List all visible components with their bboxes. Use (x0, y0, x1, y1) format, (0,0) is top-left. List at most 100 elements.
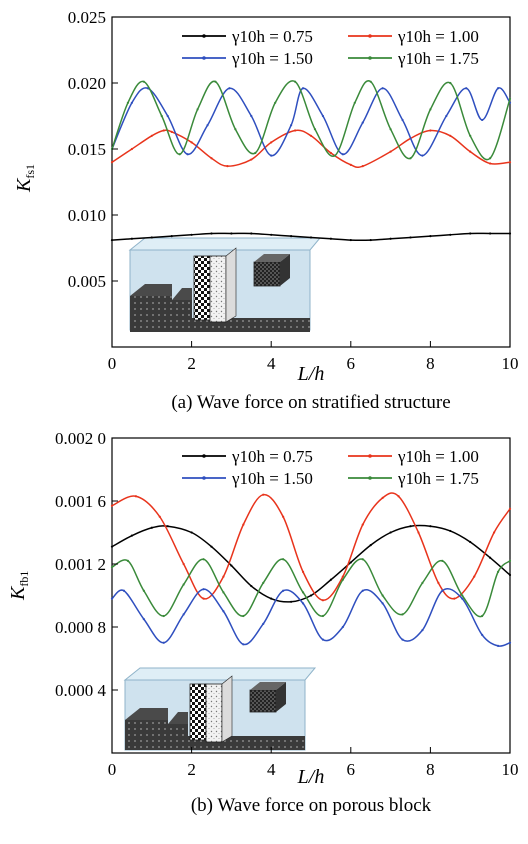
data-point (508, 97, 512, 100)
data-point (290, 235, 293, 238)
series-line (111, 492, 511, 601)
y-tick-label: 0.020 (68, 74, 106, 93)
data-point (437, 581, 440, 585)
legend-label: γ10h = 1.00 (397, 447, 479, 466)
y-tick-label: 0.025 (68, 8, 106, 27)
y-axis-ticks: 0.000 4 0.000 8 0.001 2 0.001 6 0.002 0 (55, 429, 118, 700)
y-tick-label: 0.001 2 (55, 555, 106, 574)
data-point (429, 235, 432, 238)
legend-label: γ10h = 0.75 (231, 447, 313, 466)
data-point (381, 87, 384, 90)
data-point (170, 130, 173, 133)
legend-label: γ10h = 1.50 (231, 469, 313, 488)
data-point (254, 151, 257, 155)
x-tick-label: 6 (347, 760, 356, 779)
data-point (321, 638, 325, 641)
data-point (210, 157, 213, 160)
data-point (461, 594, 464, 597)
data-point (489, 157, 492, 160)
structure-inset (128, 237, 322, 332)
data-point (381, 594, 384, 597)
series-lines (110, 492, 512, 648)
x-axis-ticks: 0 2 4 6 8 10 (108, 341, 519, 373)
data-point (250, 584, 253, 588)
caption: (b) Wave force on porous block (191, 795, 432, 816)
x-tick-label: 0 (108, 760, 117, 779)
data-point (242, 614, 245, 618)
data-point (190, 531, 193, 534)
data-point (150, 134, 153, 137)
data-point (158, 515, 161, 518)
legend-marker (368, 454, 372, 458)
data-point (196, 108, 199, 111)
legend-label: γ10h = 1.50 (231, 49, 313, 68)
data-point (162, 641, 165, 644)
data-point (210, 232, 213, 235)
data-point (492, 531, 496, 534)
axes-frame (111, 437, 511, 754)
data-point (130, 147, 133, 151)
data-point (222, 575, 225, 578)
data-point (262, 622, 265, 625)
data-point (449, 233, 452, 236)
data-point (389, 531, 392, 534)
data-point (162, 614, 165, 618)
data-point (361, 121, 364, 124)
data-point (349, 163, 352, 166)
data-point (110, 161, 114, 164)
data-point (262, 581, 265, 585)
data-point (349, 238, 352, 242)
y-axis-ticks: 0.005 0.010 0.015 0.020 0.025 (68, 8, 118, 291)
series-line (111, 524, 511, 603)
data-point (449, 81, 452, 85)
x-tick-label: 6 (347, 354, 356, 373)
data-point (508, 161, 512, 164)
data-point (321, 599, 325, 602)
x-tick-label: 10 (502, 354, 519, 373)
data-point (369, 238, 372, 242)
data-point (126, 101, 130, 104)
data-point (282, 589, 285, 592)
legend: γ10h = 0.75 γ10h = 1.00 γ10h = 1.50 γ10h = … (182, 447, 479, 488)
y-tick-label: 0.000 8 (55, 618, 106, 637)
data-point (496, 87, 500, 90)
data-point (301, 602, 305, 605)
panel-b: 0 2 4 6 8 10 0.000 40.000 80.001 20.001 60.00… (7, 429, 519, 816)
data-point (465, 87, 468, 90)
data-point (353, 101, 356, 104)
data-point (329, 151, 332, 155)
data-point (170, 235, 173, 238)
data-point (349, 561, 352, 564)
data-point (508, 507, 512, 510)
data-point (122, 589, 126, 592)
data-point (293, 80, 297, 83)
data-point (409, 525, 412, 528)
data-point (361, 558, 364, 561)
data-point (202, 558, 205, 561)
data-point (397, 495, 400, 498)
legend-marker (202, 34, 206, 38)
data-point (313, 128, 317, 131)
data-point (150, 236, 153, 239)
data-point (449, 529, 452, 533)
data-point (341, 625, 344, 629)
data-point (290, 124, 293, 127)
data-point (228, 87, 231, 90)
data-point (126, 559, 130, 562)
data-point (182, 583, 185, 586)
data-point (481, 614, 484, 618)
data-point (321, 614, 325, 618)
data-point (496, 644, 500, 648)
data-point (508, 573, 512, 577)
structure-inset (123, 667, 317, 751)
data-point (369, 544, 372, 547)
data-point (381, 496, 384, 499)
data-point (290, 600, 293, 603)
data-point (210, 545, 213, 548)
data-point (341, 153, 344, 156)
y-tick-label: 0.005 (68, 272, 106, 291)
data-point (110, 504, 114, 507)
data-point (182, 613, 185, 616)
data-point (409, 236, 412, 239)
